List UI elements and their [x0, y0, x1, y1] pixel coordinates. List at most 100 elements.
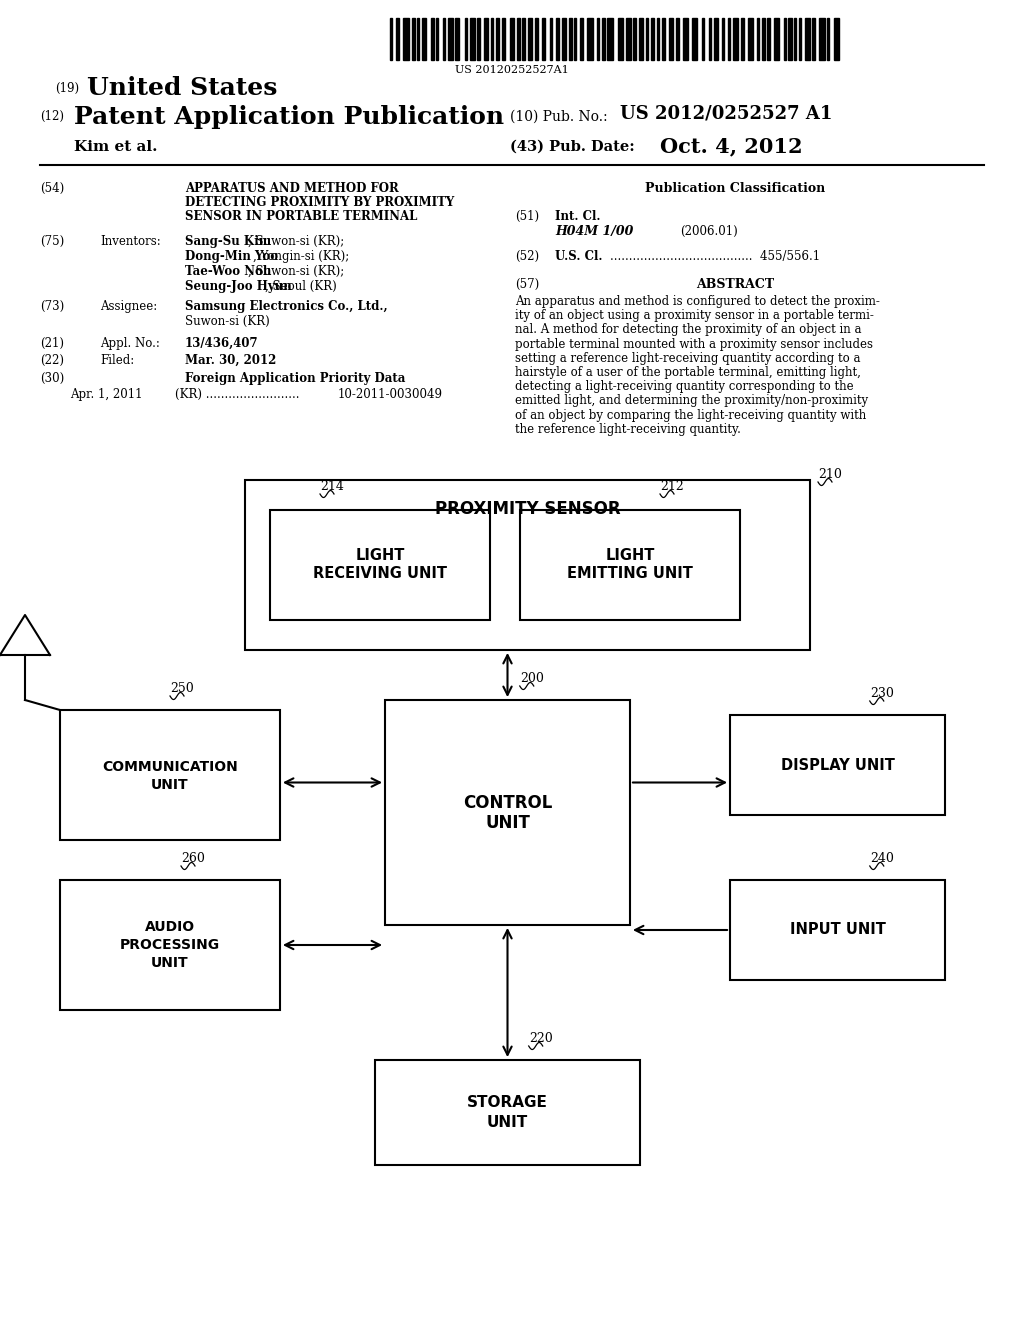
Text: Suwon-si (KR): Suwon-si (KR) — [185, 315, 269, 327]
Text: 13/436,407: 13/436,407 — [185, 337, 259, 350]
Text: ......................................  455/556.1: ...................................... 4… — [610, 249, 820, 263]
Text: UNIT: UNIT — [152, 777, 188, 792]
Text: 250: 250 — [170, 682, 194, 696]
Text: Oct. 4, 2012: Oct. 4, 2012 — [660, 136, 803, 156]
Text: 200: 200 — [520, 672, 544, 685]
Bar — [767, 18, 770, 59]
Text: (73): (73) — [40, 300, 65, 313]
Bar — [774, 18, 779, 59]
Text: STORAGE: STORAGE — [467, 1096, 548, 1110]
Bar — [390, 18, 392, 59]
Text: US 20120252527A1: US 20120252527A1 — [455, 65, 569, 75]
Bar — [692, 18, 697, 59]
Bar — [788, 18, 792, 59]
Text: (10) Pub. No.:: (10) Pub. No.: — [510, 110, 607, 124]
Bar — [542, 18, 545, 59]
Bar — [422, 18, 426, 59]
Text: RECEIVING UNIT: RECEIVING UNIT — [313, 565, 447, 581]
Bar — [520, 510, 740, 620]
Bar — [465, 18, 467, 59]
Bar — [528, 18, 532, 59]
Text: Sang-Su Kim: Sang-Su Kim — [185, 235, 271, 248]
Text: detecting a light-receiving quantity corresponding to the: detecting a light-receiving quantity cor… — [515, 380, 854, 393]
Text: 230: 230 — [869, 686, 894, 700]
Text: (KR) .........................: (KR) ......................... — [175, 388, 299, 401]
Bar — [639, 18, 643, 59]
Bar — [819, 18, 825, 59]
Bar — [602, 18, 605, 59]
Text: the reference light-receiving quantity.: the reference light-receiving quantity. — [515, 422, 741, 436]
Text: , Seoul (KR): , Seoul (KR) — [265, 280, 337, 293]
Text: of an object by comparing the light-receiving quantity with: of an object by comparing the light-rece… — [515, 409, 866, 421]
Text: COMMUNICATION: COMMUNICATION — [102, 760, 238, 774]
Text: portable terminal mounted with a proximity sensor includes: portable terminal mounted with a proximi… — [515, 338, 873, 351]
Bar — [412, 18, 415, 59]
Bar — [805, 18, 810, 59]
Text: Samsung Electronics Co., Ltd.,: Samsung Electronics Co., Ltd., — [185, 300, 388, 313]
Text: (2006.01): (2006.01) — [680, 224, 737, 238]
Bar — [676, 18, 679, 59]
Bar — [443, 18, 445, 59]
Bar — [535, 18, 538, 59]
Bar — [550, 18, 552, 59]
Bar — [709, 18, 711, 59]
Text: Foreign Application Priority Data: Foreign Application Priority Data — [185, 372, 406, 385]
Text: UNIT: UNIT — [485, 813, 530, 832]
Bar — [490, 18, 493, 59]
Text: (51): (51) — [515, 210, 539, 223]
Bar — [651, 18, 654, 59]
Text: Apr. 1, 2011: Apr. 1, 2011 — [70, 388, 142, 401]
Bar — [730, 880, 945, 979]
Text: (30): (30) — [40, 372, 65, 385]
Text: 220: 220 — [528, 1032, 553, 1045]
Text: Patent Application Publication: Patent Application Publication — [74, 106, 504, 129]
Bar — [633, 18, 636, 59]
Bar — [607, 18, 613, 59]
Text: ity of an object using a proximity sensor in a portable termi-: ity of an object using a proximity senso… — [515, 309, 873, 322]
Text: Seung-Joo Hyun: Seung-Joo Hyun — [185, 280, 292, 293]
Bar — [375, 1060, 640, 1166]
Bar — [587, 18, 593, 59]
Bar — [502, 18, 505, 59]
Bar — [669, 18, 673, 59]
Text: United States: United States — [87, 77, 278, 100]
Bar — [496, 18, 499, 59]
Text: US 2012/0252527 A1: US 2012/0252527 A1 — [620, 106, 833, 123]
Bar — [510, 18, 514, 59]
Bar — [431, 18, 434, 59]
Text: DETECTING PROXIMITY BY PROXIMITY: DETECTING PROXIMITY BY PROXIMITY — [185, 195, 455, 209]
Bar — [834, 18, 839, 59]
Bar — [522, 18, 525, 59]
Bar — [417, 18, 419, 59]
Text: 214: 214 — [319, 480, 344, 492]
Text: Filed:: Filed: — [100, 354, 134, 367]
Text: , Suwon-si (KR);: , Suwon-si (KR); — [248, 235, 344, 248]
Text: DISPLAY UNIT: DISPLAY UNIT — [780, 758, 894, 772]
Bar — [517, 18, 520, 59]
Bar — [626, 18, 631, 59]
Text: An apparatus and method is configured to detect the proxim-: An apparatus and method is configured to… — [515, 294, 880, 308]
Text: U.S. Cl.: U.S. Cl. — [555, 249, 602, 263]
Bar — [741, 18, 744, 59]
Bar — [733, 18, 738, 59]
Bar — [60, 710, 280, 840]
Text: hairstyle of a user of the portable terminal, emitting light,: hairstyle of a user of the portable term… — [515, 366, 861, 379]
Bar — [396, 18, 399, 59]
Text: (22): (22) — [40, 354, 63, 367]
Text: SENSOR IN PORTABLE TERMINAL: SENSOR IN PORTABLE TERMINAL — [185, 210, 418, 223]
Text: Mar. 30, 2012: Mar. 30, 2012 — [185, 354, 276, 367]
Text: UNIT: UNIT — [486, 1115, 528, 1130]
Bar — [762, 18, 765, 59]
Bar — [455, 18, 459, 59]
Text: 10-2011-0030049: 10-2011-0030049 — [338, 388, 443, 401]
Text: H04M 1/00: H04M 1/00 — [555, 224, 634, 238]
Bar — [449, 18, 453, 59]
Text: Appl. No.:: Appl. No.: — [100, 337, 160, 350]
Bar — [662, 18, 665, 59]
Text: (12): (12) — [40, 110, 63, 123]
Text: (21): (21) — [40, 337, 63, 350]
Bar — [757, 18, 759, 59]
Text: (52): (52) — [515, 249, 539, 263]
Text: , Suwon-si (KR);: , Suwon-si (KR); — [248, 265, 344, 279]
Text: INPUT UNIT: INPUT UNIT — [790, 923, 886, 937]
